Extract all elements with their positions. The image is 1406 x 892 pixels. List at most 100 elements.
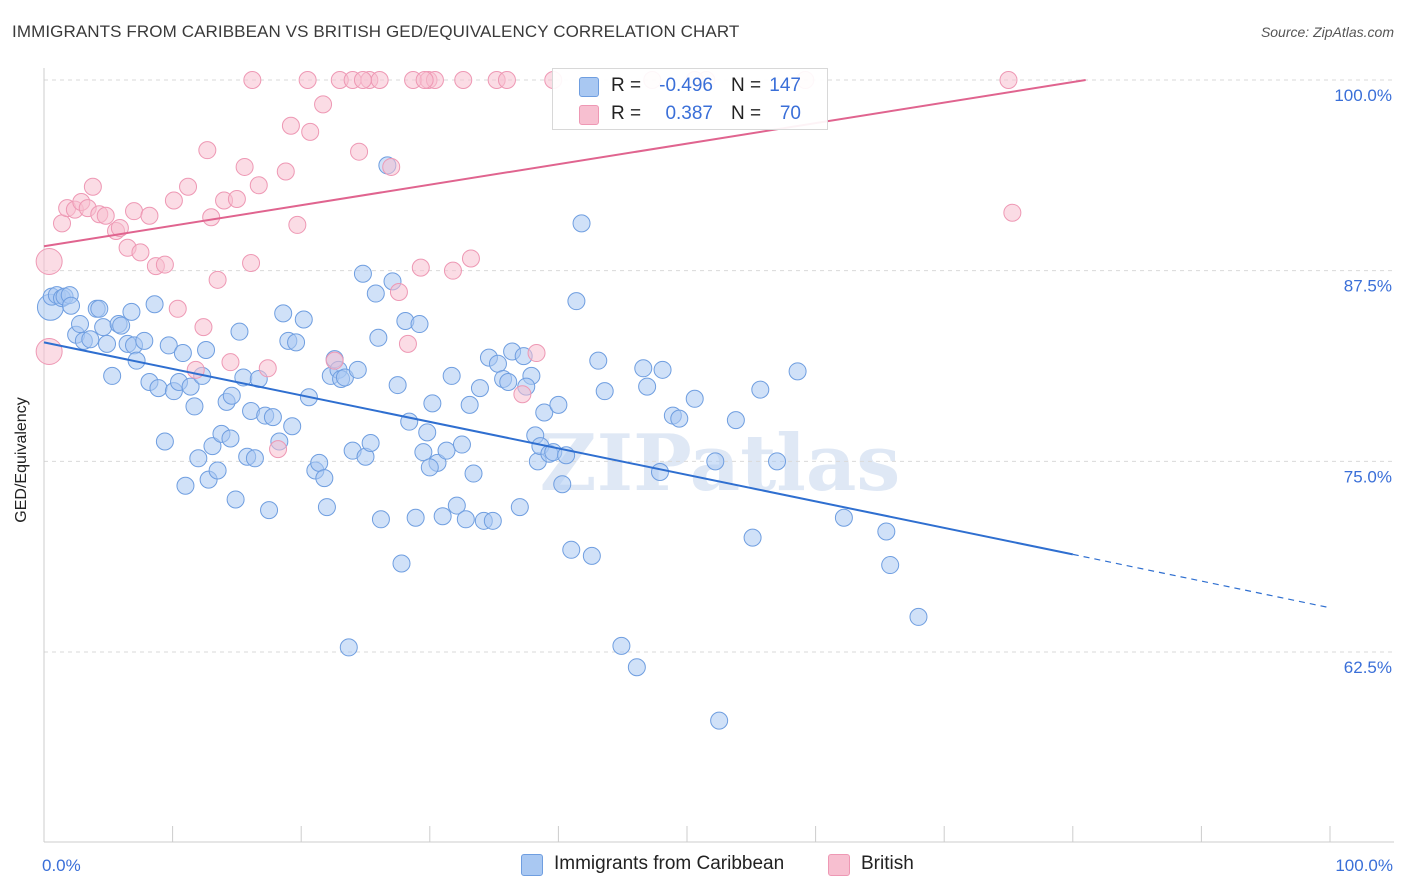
- data-point: [513, 385, 532, 404]
- data-point: [454, 71, 473, 89]
- data-point: [433, 507, 452, 526]
- data-point: [420, 458, 439, 477]
- data-point: [221, 429, 240, 448]
- data-point: [612, 636, 631, 655]
- data-point: [369, 328, 388, 347]
- data-point: [208, 270, 227, 289]
- legend-swatch-pink: [579, 105, 599, 125]
- y-tick-label: 62.5%: [1344, 658, 1392, 677]
- data-point: [388, 376, 407, 395]
- data-point: [452, 435, 471, 454]
- data-point: [235, 157, 254, 176]
- data-point: [488, 354, 507, 373]
- data-point: [442, 366, 461, 385]
- data-point: [194, 318, 213, 337]
- x-tick-label: 100.0%: [1335, 856, 1393, 875]
- data-point: [301, 122, 320, 141]
- data-point: [181, 377, 200, 396]
- data-point: [877, 522, 896, 541]
- data-point: [208, 461, 227, 480]
- data-point: [110, 218, 129, 237]
- data-point: [155, 432, 174, 451]
- data-point: [460, 395, 479, 414]
- data-point: [35, 248, 63, 276]
- data-point: [461, 249, 480, 268]
- data-point: [96, 206, 115, 225]
- data-point: [283, 417, 302, 436]
- data-point: [221, 353, 240, 372]
- data-point: [245, 449, 264, 468]
- data-point: [685, 389, 704, 408]
- data-point: [230, 322, 249, 341]
- data-point: [288, 215, 307, 234]
- data-point: [202, 208, 221, 227]
- data-point: [881, 556, 900, 575]
- data-point: [260, 501, 279, 520]
- data-point: [222, 386, 241, 405]
- series-legend: Immigrants from Caribbean British: [0, 852, 1406, 878]
- data-point: [361, 434, 380, 453]
- data-point: [339, 638, 358, 657]
- data-point: [443, 261, 462, 280]
- data-point: [94, 318, 113, 337]
- data-point: [834, 508, 853, 527]
- data-point: [62, 296, 81, 315]
- data-point: [149, 379, 168, 398]
- data-point: [294, 310, 313, 329]
- data-point: [298, 71, 317, 89]
- data-point: [53, 214, 72, 233]
- data-point: [370, 71, 389, 89]
- data-point: [98, 334, 117, 353]
- r-value: -0.496: [659, 75, 713, 96]
- data-point: [314, 95, 333, 114]
- n-label: N =: [731, 75, 762, 96]
- data-point: [582, 546, 601, 565]
- data-point: [242, 254, 261, 273]
- legend-label: Immigrants from Caribbean: [554, 853, 785, 874]
- data-point: [83, 177, 102, 196]
- data-point: [549, 395, 568, 414]
- data-point: [263, 408, 282, 427]
- data-point: [589, 351, 608, 370]
- trend-line-blue: [43, 341, 1074, 556]
- data-point: [398, 334, 417, 353]
- data-point: [371, 510, 390, 529]
- n-value: 147: [769, 75, 801, 96]
- data-point: [743, 528, 762, 547]
- data-point: [638, 377, 657, 396]
- data-point: [447, 496, 466, 515]
- data-point: [499, 373, 518, 392]
- data-point: [653, 360, 672, 379]
- data-point: [179, 177, 198, 196]
- data-point: [227, 189, 246, 208]
- data-point: [145, 295, 164, 314]
- data-point: [726, 411, 745, 430]
- data-point: [567, 292, 586, 311]
- data-point: [768, 452, 787, 471]
- chart-title: IMMIGRANTS FROM CARIBBEAN VS BRITISH GED…: [12, 22, 740, 41]
- data-point: [710, 711, 729, 730]
- stats-row-pink: R = 0.387 N = 70: [553, 100, 827, 128]
- trend-line-pink: [43, 79, 1086, 248]
- data-point: [411, 258, 430, 277]
- data-point: [125, 202, 144, 221]
- data-point: [353, 264, 372, 283]
- data-point: [410, 315, 429, 334]
- data-point: [650, 463, 669, 482]
- data-point: [131, 243, 150, 262]
- data-point: [909, 607, 928, 626]
- data-point: [999, 71, 1018, 89]
- data-point: [670, 409, 689, 428]
- data-point: [510, 498, 529, 517]
- n-label: N =: [731, 103, 762, 124]
- data-point: [112, 316, 131, 335]
- data-point: [226, 490, 245, 509]
- series-blue: [36, 156, 928, 730]
- data-point: [276, 162, 295, 181]
- r-value: 0.387: [665, 103, 713, 124]
- data-point: [483, 511, 502, 530]
- data-point: [189, 449, 208, 468]
- data-point: [71, 315, 90, 334]
- y-tick-label: 100.0%: [1334, 86, 1392, 105]
